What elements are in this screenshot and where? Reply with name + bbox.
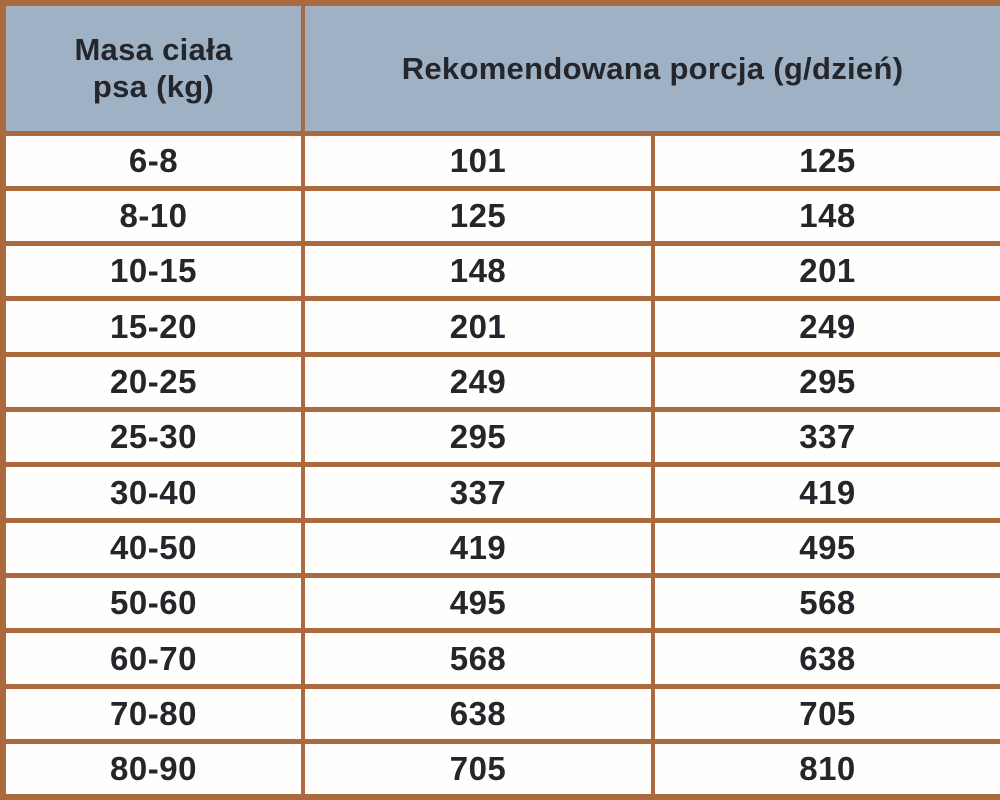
header-row: Masa ciała psa (kg) Rekomendowana porcja… xyxy=(1,1,1000,136)
weight-cell: 60-70 xyxy=(1,628,305,689)
table-row: 50-60 495 568 xyxy=(1,573,1000,634)
weight-cell: 40-50 xyxy=(1,517,305,579)
portion-cell-1: 495 xyxy=(301,573,655,634)
portion-cell-1: 249 xyxy=(301,351,655,413)
weight-cell: 10-15 xyxy=(1,241,305,302)
table-body: 6-8 101 125 8-10 125 148 10-15 148 201 1… xyxy=(1,130,1000,800)
portion-cell-2: 148 xyxy=(651,185,1000,247)
table-header: Masa ciała psa (kg) Rekomendowana porcja… xyxy=(1,1,1000,136)
portion-cell-1: 295 xyxy=(301,407,655,468)
weight-cell: 30-40 xyxy=(1,462,305,523)
header-weight-line2: psa (kg) xyxy=(92,69,215,105)
portion-cell-2: 638 xyxy=(651,628,1000,689)
table-row: 20-25 249 295 xyxy=(1,351,1000,413)
header-weight-line1: Masa ciała xyxy=(74,32,233,68)
weight-cell: 20-25 xyxy=(1,351,305,413)
portion-cell-1: 638 xyxy=(301,683,655,745)
portion-cell-1: 419 xyxy=(301,517,655,579)
table-row: 6-8 101 125 xyxy=(1,130,1000,191)
portion-cell-2: 337 xyxy=(651,407,1000,468)
portion-cell-1: 125 xyxy=(301,185,655,247)
portion-cell-2: 495 xyxy=(651,517,1000,579)
weight-cell: 80-90 xyxy=(1,739,305,800)
portion-cell-1: 568 xyxy=(301,628,655,689)
table-row: 8-10 125 148 xyxy=(1,185,1000,247)
weight-cell: 15-20 xyxy=(1,296,305,357)
portion-cell-1: 201 xyxy=(301,296,655,357)
header-weight: Masa ciała psa (kg) xyxy=(1,1,305,136)
header-portion: Rekomendowana porcja (g/dzień) xyxy=(301,1,1000,136)
weight-cell: 50-60 xyxy=(1,573,305,634)
table-row: 80-90 705 810 xyxy=(1,739,1000,800)
table-row: 40-50 419 495 xyxy=(1,517,1000,579)
weight-cell: 8-10 xyxy=(1,185,305,247)
table-row: 70-80 638 705 xyxy=(1,683,1000,745)
table-row: 10-15 148 201 xyxy=(1,241,1000,302)
table-row: 25-30 295 337 xyxy=(1,407,1000,468)
table-row: 60-70 568 638 xyxy=(1,628,1000,689)
portion-cell-1: 101 xyxy=(301,130,655,191)
weight-cell: 6-8 xyxy=(1,130,305,191)
portion-cell-2: 810 xyxy=(651,739,1000,800)
weight-cell: 70-80 xyxy=(1,683,305,745)
portion-cell-1: 337 xyxy=(301,462,655,523)
portion-cell-2: 568 xyxy=(651,573,1000,634)
portion-cell-2: 705 xyxy=(651,683,1000,745)
table-row: 30-40 337 419 xyxy=(1,462,1000,523)
table-row: 15-20 201 249 xyxy=(1,296,1000,357)
portion-cell-1: 705 xyxy=(301,739,655,800)
portion-cell-2: 295 xyxy=(651,351,1000,413)
portion-cell-2: 201 xyxy=(651,241,1000,302)
portion-cell-2: 125 xyxy=(651,130,1000,191)
weight-cell: 25-30 xyxy=(1,407,305,468)
portion-cell-2: 419 xyxy=(651,462,1000,523)
portion-cell-2: 249 xyxy=(651,296,1000,357)
portion-cell-1: 148 xyxy=(301,241,655,302)
